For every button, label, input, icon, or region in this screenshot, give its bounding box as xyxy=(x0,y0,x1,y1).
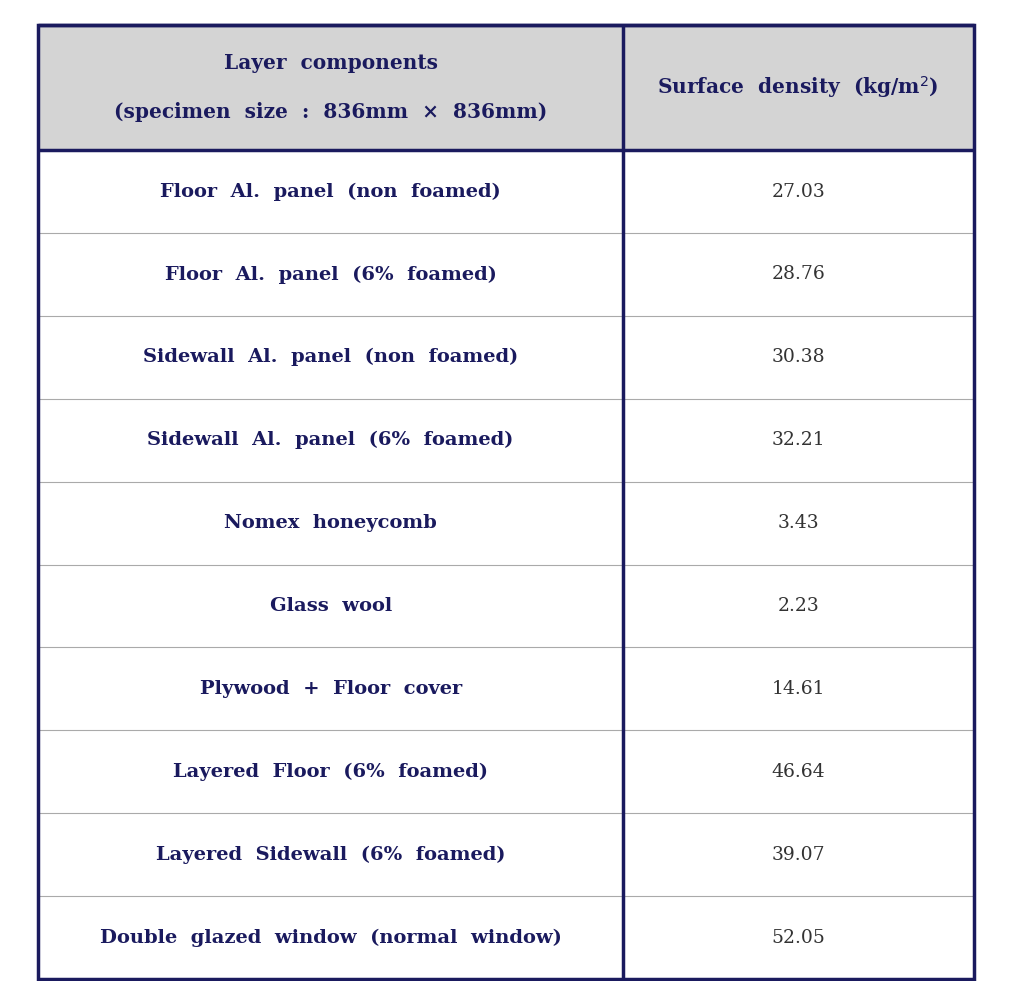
Bar xyxy=(38,730,973,813)
Text: Sidewall  Al.  panel  (non  foamed): Sidewall Al. panel (non foamed) xyxy=(143,348,518,367)
Bar xyxy=(38,233,973,316)
Bar xyxy=(38,150,973,233)
Bar xyxy=(38,897,973,979)
Bar xyxy=(38,25,973,150)
Text: 46.64: 46.64 xyxy=(770,763,824,781)
Text: Plywood  +  Floor  cover: Plywood + Floor cover xyxy=(199,680,461,697)
Text: 32.21: 32.21 xyxy=(770,432,824,449)
Text: Nomex  honeycomb: Nomex honeycomb xyxy=(224,514,437,532)
Bar xyxy=(38,647,973,730)
Bar xyxy=(38,316,973,398)
Text: Layer  components: Layer components xyxy=(223,53,437,73)
Bar xyxy=(38,482,973,565)
Text: Sidewall  Al.  panel  (6%  foamed): Sidewall Al. panel (6% foamed) xyxy=(148,431,514,449)
Text: 14.61: 14.61 xyxy=(770,680,824,697)
Text: Layered  Sidewall  (6%  foamed): Layered Sidewall (6% foamed) xyxy=(156,846,504,864)
Text: Floor  Al.  panel  (6%  foamed): Floor Al. panel (6% foamed) xyxy=(165,265,496,284)
Text: 2.23: 2.23 xyxy=(776,597,818,615)
Text: 39.07: 39.07 xyxy=(770,846,824,863)
Text: Glass  wool: Glass wool xyxy=(269,597,391,615)
Text: (specimen  size  :  836mm  ×  836mm): (specimen size : 836mm × 836mm) xyxy=(114,102,547,122)
Text: 52.05: 52.05 xyxy=(770,929,824,947)
Text: 27.03: 27.03 xyxy=(770,182,824,200)
Bar xyxy=(38,398,973,482)
Text: 3.43: 3.43 xyxy=(776,514,818,532)
Text: Floor  Al.  panel  (non  foamed): Floor Al. panel (non foamed) xyxy=(160,182,500,201)
Text: Layered  Floor  (6%  foamed): Layered Floor (6% foamed) xyxy=(173,762,487,781)
Text: Surface  density  (kg/m$^2$): Surface density (kg/m$^2$) xyxy=(657,75,938,100)
Bar xyxy=(38,813,973,897)
Bar xyxy=(38,565,973,647)
Text: 28.76: 28.76 xyxy=(770,266,824,284)
Text: Double  glazed  window  (normal  window): Double glazed window (normal window) xyxy=(100,928,561,947)
Text: 30.38: 30.38 xyxy=(770,348,824,366)
